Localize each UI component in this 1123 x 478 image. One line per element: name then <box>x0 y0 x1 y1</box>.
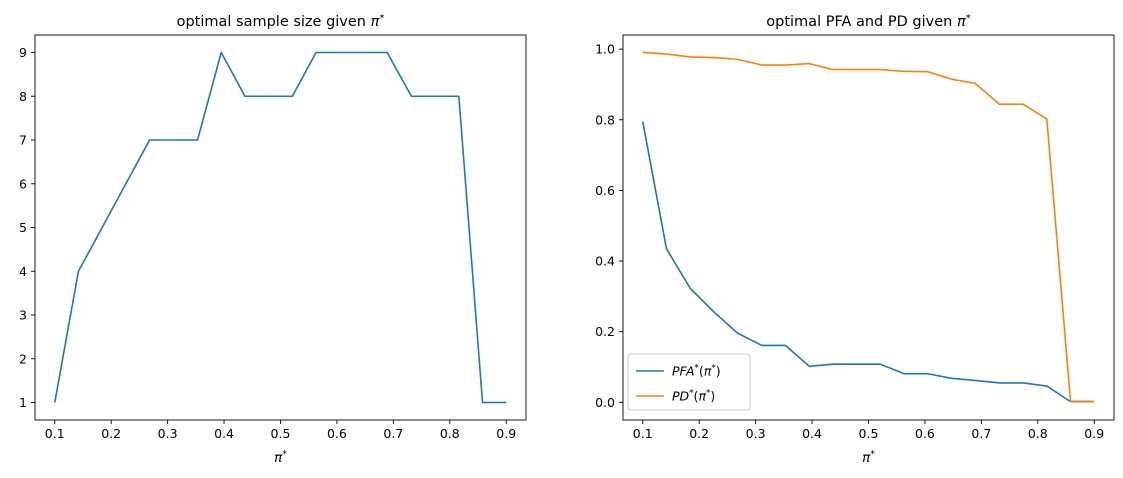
x-axis-label: π* <box>274 449 287 467</box>
y-tick-label: 0.6 <box>595 183 615 198</box>
y-tick-label: 3 <box>19 308 27 323</box>
x-tick-label: 0.1 <box>45 426 65 441</box>
y-tick-label: 9 <box>19 45 27 60</box>
y-tick-label: 0.8 <box>595 112 615 127</box>
x-tick-label: 0.9 <box>496 426 516 441</box>
x-tick-label: 0.8 <box>440 426 460 441</box>
x-tick-label: 0.1 <box>633 426 653 441</box>
legend-label-pfa: PFA*(π*) <box>672 364 721 379</box>
x-tick-label: 0.2 <box>689 426 709 441</box>
x-tick-label: 0.5 <box>859 426 879 441</box>
x-tick-label: 0.4 <box>214 426 234 441</box>
x-axis-label: π* <box>862 449 875 467</box>
y-tick-label: 1 <box>19 395 27 410</box>
x-tick-label: 0.2 <box>101 426 121 441</box>
legend-label-pd: PD*(π*) <box>672 389 715 404</box>
series-line-0 <box>53 51 507 404</box>
y-tick-label: 0.0 <box>595 395 615 410</box>
sample-size-chart: 0.1 0.2 0.3 0.4 0.5 0.6 0.7 0.8 0.9 1 2 3 4 5 6 7 8 9 opti… <box>19 13 527 467</box>
y-tick-label: 2 <box>19 351 27 366</box>
plot-frame <box>34 34 527 421</box>
x-tick-label: 0.6 <box>915 426 935 441</box>
y-tick-label: 7 <box>19 133 27 148</box>
y-tick-label: 1.0 <box>595 42 615 57</box>
x-tick-label: 0.6 <box>327 426 347 441</box>
x-tick-label: 0.8 <box>1028 426 1048 441</box>
legend: PFA*(π*) PD*(π*) <box>627 353 751 411</box>
x-tick-label: 0.3 <box>746 426 766 441</box>
y-tick-label: 0.4 <box>595 254 615 269</box>
x-tick-label: 0.4 <box>802 426 822 441</box>
y-tick-label: 4 <box>19 264 27 279</box>
x-tick-label: 0.5 <box>271 426 291 441</box>
series-line-pd <box>642 51 1095 403</box>
x-tick-label: 0.9 <box>1084 426 1104 441</box>
x-tick-label: 0.7 <box>383 426 403 441</box>
chart-title: optimal PFA and PD given π* <box>766 13 970 31</box>
y-tick-label: 6 <box>19 176 27 191</box>
y-tick-label: 5 <box>19 220 27 235</box>
chart-title: optimal sample size given π* <box>177 13 385 31</box>
series-line-pfa <box>641 121 1095 403</box>
x-tick-label: 0.3 <box>158 426 178 441</box>
pfa-pd-chart: 0.1 0.2 0.3 0.4 0.5 0.6 0.7 0.8 0.9 0.0 0.2 0.4 0.6 0… <box>595 13 1115 467</box>
y-tick-label: 0.2 <box>595 324 615 339</box>
y-tick-label: 8 <box>19 89 27 104</box>
x-tick-label: 0.7 <box>971 426 991 441</box>
